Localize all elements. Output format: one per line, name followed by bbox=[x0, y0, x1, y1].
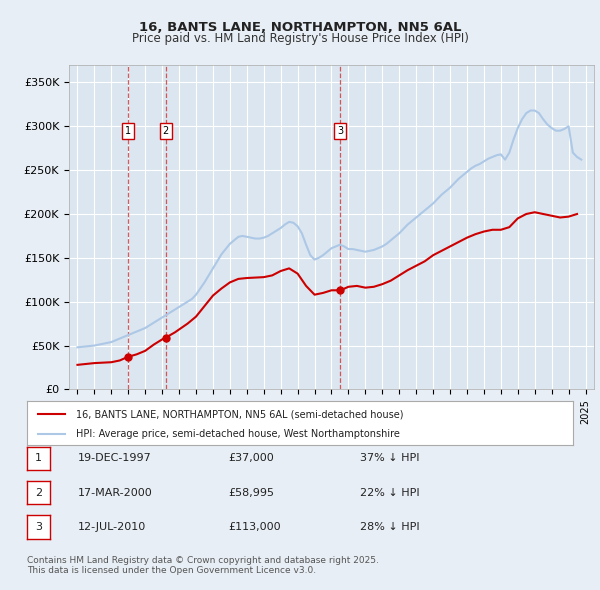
Text: 22% ↓ HPI: 22% ↓ HPI bbox=[360, 488, 419, 497]
Text: Price paid vs. HM Land Registry's House Price Index (HPI): Price paid vs. HM Land Registry's House … bbox=[131, 32, 469, 45]
Text: 17-MAR-2000: 17-MAR-2000 bbox=[78, 488, 153, 497]
Text: 12-JUL-2010: 12-JUL-2010 bbox=[78, 522, 146, 532]
Text: 1: 1 bbox=[125, 126, 131, 136]
Text: 16, BANTS LANE, NORTHAMPTON, NN5 6AL (semi-detached house): 16, BANTS LANE, NORTHAMPTON, NN5 6AL (se… bbox=[76, 409, 404, 419]
Text: 3: 3 bbox=[35, 522, 42, 532]
Text: Contains HM Land Registry data © Crown copyright and database right 2025.
This d: Contains HM Land Registry data © Crown c… bbox=[27, 556, 379, 575]
Text: 2: 2 bbox=[163, 126, 169, 136]
Text: 19-DEC-1997: 19-DEC-1997 bbox=[78, 454, 152, 463]
Text: £113,000: £113,000 bbox=[228, 522, 281, 532]
Text: 37% ↓ HPI: 37% ↓ HPI bbox=[360, 454, 419, 463]
Text: 3: 3 bbox=[337, 126, 344, 136]
Text: HPI: Average price, semi-detached house, West Northamptonshire: HPI: Average price, semi-detached house,… bbox=[76, 430, 400, 440]
Text: £37,000: £37,000 bbox=[228, 454, 274, 463]
Text: £58,995: £58,995 bbox=[228, 488, 274, 497]
Text: 1: 1 bbox=[35, 454, 42, 463]
Text: 16, BANTS LANE, NORTHAMPTON, NN5 6AL: 16, BANTS LANE, NORTHAMPTON, NN5 6AL bbox=[139, 21, 461, 34]
Text: 28% ↓ HPI: 28% ↓ HPI bbox=[360, 522, 419, 532]
Text: 2: 2 bbox=[35, 488, 42, 497]
